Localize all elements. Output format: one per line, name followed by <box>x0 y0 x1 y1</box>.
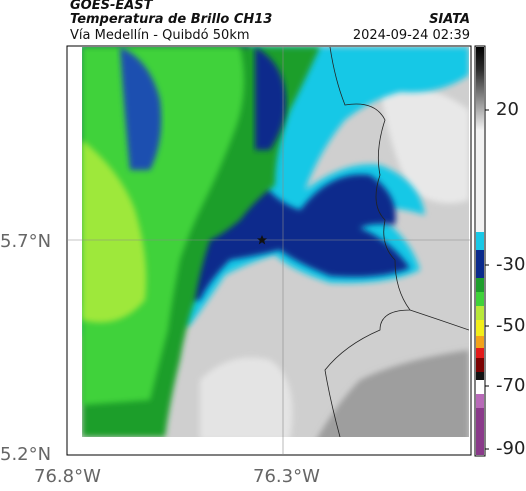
product-label: GOES-EAST <box>70 0 153 13</box>
colorbar-tick-label: -30 <box>496 254 526 275</box>
lat-label: 5.7°N <box>0 231 52 252</box>
colorbar-tick-label: 20 <box>496 99 519 120</box>
river-boundary <box>324 47 411 437</box>
map-title: Temperatura de Brillo CH13 <box>70 12 273 27</box>
lat-label: 5.2°N <box>0 444 52 465</box>
star-icon <box>257 235 267 245</box>
colorbar <box>474 45 489 457</box>
colorbar-tick-label: -90 <box>496 438 526 459</box>
lon-label: 76.3°W <box>253 466 320 487</box>
map-subtitle: Vía Medellín - Quibdó 50km <box>70 28 250 43</box>
colorbar-tick-label: -70 <box>496 375 526 396</box>
colorbar-tick-label: -50 <box>496 315 526 336</box>
source-label: SIATA <box>429 12 470 27</box>
lon-label: 76.8°W <box>34 466 101 487</box>
brightness-temperature-field <box>82 47 469 437</box>
timestamp-label: 2024-09-24 02:39 <box>352 28 470 43</box>
